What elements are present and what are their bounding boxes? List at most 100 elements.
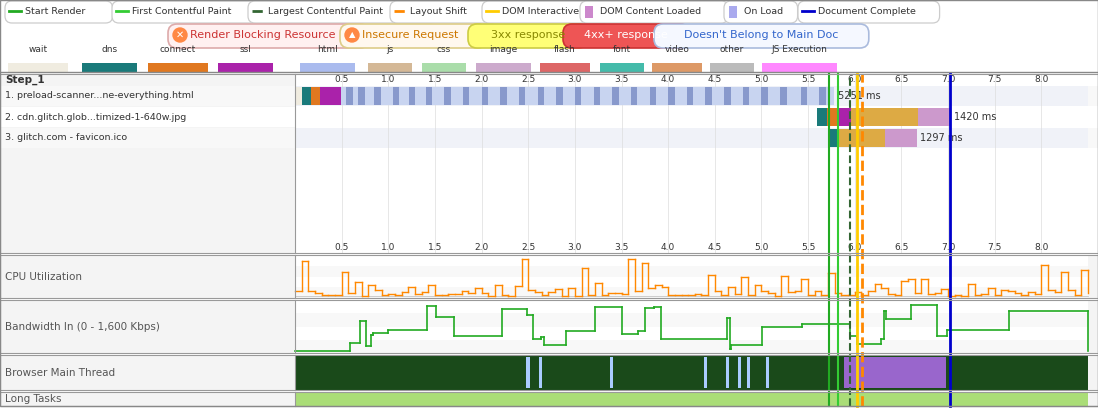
FancyBboxPatch shape: [248, 1, 437, 23]
Text: 3.5: 3.5: [615, 243, 629, 252]
Bar: [426, 87, 433, 105]
Bar: [743, 87, 749, 105]
FancyBboxPatch shape: [482, 1, 610, 23]
Text: Bandwidth In (0 - 1,600 Kbps): Bandwidth In (0 - 1,600 Kbps): [5, 322, 160, 331]
Bar: [295, 355, 1088, 390]
Bar: [321, 87, 340, 105]
Bar: [585, 6, 593, 18]
Bar: [0, 51, 1098, 71]
Bar: [340, 87, 834, 105]
FancyBboxPatch shape: [340, 24, 486, 48]
Bar: [687, 87, 693, 105]
Text: 1. preload-scanner...ne-everything.html: 1. preload-scanner...ne-everything.html: [5, 91, 193, 100]
Bar: [300, 63, 355, 72]
Text: DOM Content Loaded: DOM Content Loaded: [600, 7, 702, 16]
Text: 4.5: 4.5: [708, 243, 722, 252]
Text: 8.0: 8.0: [1034, 243, 1049, 252]
Text: 7.5: 7.5: [987, 75, 1001, 84]
Text: Layout Shift: Layout Shift: [410, 7, 467, 16]
Bar: [748, 357, 750, 388]
Text: wait: wait: [29, 45, 47, 54]
Text: video: video: [664, 45, 690, 54]
Bar: [311, 87, 321, 105]
Bar: [463, 87, 470, 105]
Text: ✕: ✕: [176, 30, 184, 40]
Text: 5.0: 5.0: [754, 75, 769, 84]
Bar: [539, 357, 542, 388]
Bar: [0, 255, 1098, 298]
Text: 0.5: 0.5: [335, 75, 349, 84]
Bar: [8, 63, 68, 72]
Bar: [631, 87, 638, 105]
Bar: [600, 63, 645, 72]
Bar: [0, 392, 1098, 406]
Text: 1.5: 1.5: [428, 243, 442, 252]
Text: 2.0: 2.0: [474, 75, 489, 84]
Bar: [575, 87, 582, 105]
Text: ▲: ▲: [349, 31, 356, 40]
Bar: [393, 87, 400, 105]
Bar: [851, 108, 918, 126]
Text: 7.0: 7.0: [941, 243, 955, 252]
Bar: [0, 392, 1098, 406]
Bar: [838, 108, 851, 126]
Text: 7.5: 7.5: [987, 243, 1001, 252]
Text: 4.5: 4.5: [708, 75, 722, 84]
Bar: [918, 108, 951, 126]
Bar: [295, 87, 302, 105]
Bar: [295, 128, 1088, 148]
FancyBboxPatch shape: [724, 1, 797, 23]
Bar: [295, 287, 1088, 298]
Bar: [726, 357, 729, 388]
Text: 3xx response: 3xx response: [491, 30, 565, 40]
Text: 2. cdn.glitch.glob...timized-1-640w.jpg: 2. cdn.glitch.glob...timized-1-640w.jpg: [5, 113, 187, 122]
Bar: [422, 63, 466, 72]
Text: 2.0: 2.0: [474, 243, 489, 252]
Text: 4.0: 4.0: [661, 243, 675, 252]
Text: Doesn't Belong to Main Doc: Doesn't Belong to Main Doc: [684, 30, 839, 40]
Bar: [0, 355, 1098, 390]
Text: 1297 ms: 1297 ms: [920, 133, 963, 143]
Text: 3.0: 3.0: [568, 243, 582, 252]
Bar: [729, 6, 737, 18]
Text: 3.5: 3.5: [615, 75, 629, 84]
FancyBboxPatch shape: [798, 1, 940, 23]
Text: font: font: [613, 45, 631, 54]
Bar: [738, 357, 741, 388]
Text: 7.0: 7.0: [941, 75, 955, 84]
Bar: [0, 74, 295, 253]
Bar: [827, 108, 838, 126]
Bar: [829, 129, 838, 147]
Bar: [594, 87, 601, 105]
Text: 8.0: 8.0: [1034, 75, 1049, 84]
Text: 3.0: 3.0: [568, 75, 582, 84]
Bar: [710, 63, 754, 72]
Text: Render Blocking Resource: Render Blocking Resource: [190, 30, 336, 40]
Bar: [477, 63, 531, 72]
Text: html: html: [317, 45, 338, 54]
Text: CPU Utilization: CPU Utilization: [5, 271, 82, 282]
FancyBboxPatch shape: [580, 1, 728, 23]
Bar: [295, 255, 1088, 298]
Bar: [706, 87, 712, 105]
FancyBboxPatch shape: [654, 24, 869, 48]
Text: JS Execution: JS Execution: [772, 45, 828, 54]
Bar: [538, 87, 545, 105]
Circle shape: [173, 28, 187, 42]
Text: other: other: [720, 45, 744, 54]
Bar: [358, 87, 365, 105]
Text: Long Tasks: Long Tasks: [5, 394, 61, 404]
Text: DOM Interactive: DOM Interactive: [502, 7, 579, 16]
Text: 2.5: 2.5: [522, 75, 536, 84]
Bar: [0, 107, 1098, 127]
Text: css: css: [437, 45, 451, 54]
FancyBboxPatch shape: [390, 1, 497, 23]
Text: On Load: On Load: [744, 7, 783, 16]
FancyBboxPatch shape: [168, 24, 369, 48]
Bar: [838, 129, 885, 147]
Circle shape: [345, 28, 359, 42]
Text: 4.0: 4.0: [661, 75, 675, 84]
Text: Browser Main Thread: Browser Main Thread: [5, 368, 115, 377]
Text: 6.0: 6.0: [848, 243, 862, 252]
Bar: [295, 86, 1088, 106]
